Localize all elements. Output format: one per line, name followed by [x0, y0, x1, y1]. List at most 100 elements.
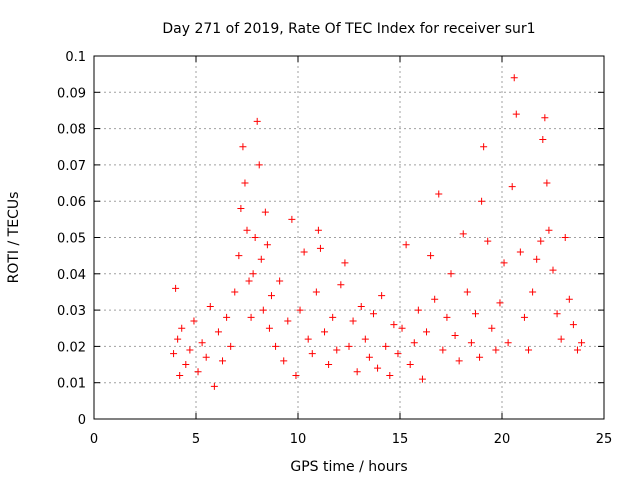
data-point	[259, 306, 267, 314]
data-point	[316, 244, 324, 252]
data-point	[186, 346, 194, 354]
data-point	[463, 288, 471, 296]
data-point	[280, 357, 288, 365]
data-point	[578, 339, 586, 347]
data-point	[553, 310, 561, 318]
data-point	[455, 357, 463, 365]
data-point	[500, 259, 508, 267]
data-point	[329, 313, 337, 321]
data-point	[170, 350, 178, 358]
data-point	[206, 302, 214, 310]
data-point	[390, 321, 398, 329]
data-point	[172, 284, 180, 292]
data-point	[573, 346, 581, 354]
data-point	[467, 339, 475, 347]
data-point	[508, 183, 516, 191]
data-point	[357, 302, 365, 310]
data-point	[333, 346, 341, 354]
y-axis-label: ROTI / TECUs	[6, 192, 22, 284]
x-tick-label: 10	[290, 432, 307, 447]
data-point	[492, 346, 500, 354]
y-tick-label: 0.04	[57, 268, 86, 283]
data-point	[418, 375, 426, 383]
data-point	[525, 346, 533, 354]
y-tick-label: 0.01	[57, 377, 86, 392]
data-point	[543, 179, 551, 187]
data-point	[398, 324, 406, 332]
y-tick-label: 0.09	[57, 86, 86, 101]
data-point	[210, 382, 218, 390]
data-point	[394, 350, 402, 358]
data-point	[214, 328, 222, 336]
data-point	[431, 295, 439, 303]
data-point	[284, 317, 292, 325]
data-point	[265, 324, 273, 332]
data-point	[545, 226, 553, 234]
data-point	[219, 357, 227, 365]
data-point	[459, 230, 467, 238]
data-point	[423, 328, 431, 336]
data-point	[194, 368, 202, 376]
data-point	[202, 353, 210, 361]
data-point	[504, 339, 512, 347]
data-point	[288, 215, 296, 223]
data-point	[365, 353, 373, 361]
data-point	[239, 143, 247, 151]
data-point	[529, 288, 537, 296]
chart-title: Day 271 of 2019, Rate Of TEC Index for r…	[162, 21, 535, 37]
data-point	[512, 110, 520, 118]
data-point	[321, 328, 329, 336]
data-point	[345, 342, 353, 350]
data-point	[435, 190, 443, 198]
data-point	[569, 321, 577, 329]
axis-ticks: 0 5 10 15 20 25 0 0.01 0.02 0.03 0.04 0.05 0.06 0.07 0…	[57, 50, 612, 447]
data-point	[480, 143, 488, 151]
data-point	[447, 270, 455, 278]
data-point	[176, 371, 184, 379]
data-point	[312, 288, 320, 296]
y-tick-label: 0.03	[57, 304, 86, 319]
y-tick-label: 0.02	[57, 340, 86, 355]
data-point	[382, 342, 390, 350]
data-point	[510, 74, 518, 82]
data-point	[235, 252, 243, 260]
y-tick-label: 0.05	[57, 232, 86, 247]
data-point	[178, 324, 186, 332]
data-point	[406, 361, 414, 369]
data-point	[476, 353, 484, 361]
data-point	[353, 368, 361, 376]
data-point	[267, 292, 275, 300]
data-point	[255, 161, 263, 169]
y-tick-label: 0.07	[57, 159, 86, 174]
data-point	[263, 241, 271, 249]
data-point	[516, 248, 524, 256]
data-point	[276, 277, 284, 285]
data-point	[496, 299, 504, 307]
x-tick-label: 20	[494, 432, 511, 447]
data-point	[439, 346, 447, 354]
data-point	[182, 361, 190, 369]
data-point	[410, 339, 418, 347]
data-point	[198, 339, 206, 347]
data-point	[402, 241, 410, 249]
data-point	[308, 350, 316, 358]
data-point	[174, 335, 182, 343]
data-point	[478, 197, 486, 205]
data-point	[296, 306, 304, 314]
data-point	[369, 310, 377, 318]
data-point	[427, 252, 435, 260]
data-point	[249, 270, 257, 278]
data-point	[261, 208, 269, 216]
data-point	[565, 295, 573, 303]
data-point	[223, 313, 231, 321]
x-tick-label: 15	[392, 432, 409, 447]
y-tick-label: 0.1	[65, 50, 86, 65]
data-point	[227, 342, 235, 350]
data-point	[539, 135, 547, 143]
data-point	[300, 248, 308, 256]
data-point	[488, 324, 496, 332]
data-point	[337, 281, 345, 289]
data-point	[443, 313, 451, 321]
data-point	[537, 237, 545, 245]
data-point	[253, 117, 261, 125]
